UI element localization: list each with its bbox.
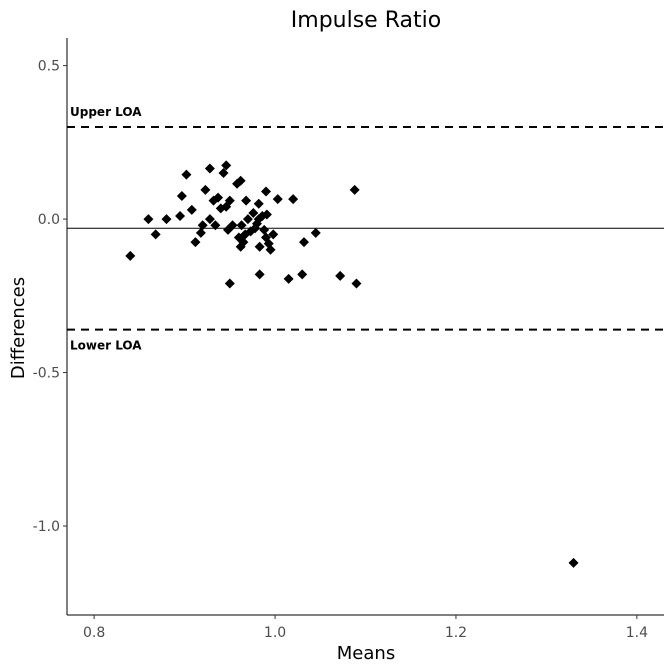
data-point [210, 220, 221, 231]
reference-lines [67, 126, 664, 331]
data-point [351, 278, 362, 289]
data-point [175, 211, 186, 222]
data-point [261, 209, 272, 220]
data-point [161, 214, 172, 225]
data-point [186, 204, 197, 215]
data-point [253, 198, 264, 209]
x-tick-label: 1.2 [445, 625, 467, 641]
data-point [235, 175, 246, 186]
y-tick-label: -1.0 [33, 519, 60, 535]
data-point [335, 270, 346, 281]
data-point [242, 214, 253, 225]
y-axis-ticks: 0.5 0.0 -0.5 -1.0 [33, 59, 67, 535]
data-point [261, 186, 271, 197]
data-point [218, 168, 229, 179]
data-point [213, 192, 224, 203]
data-point [259, 224, 270, 235]
data-point [265, 244, 276, 255]
data-point [248, 207, 259, 218]
data-point [297, 269, 308, 280]
y-tick-label: -0.5 [33, 366, 60, 382]
data-point [200, 184, 211, 195]
chart-title: Impulse Ratio [291, 8, 441, 33]
data-point [568, 557, 579, 568]
data-point [221, 160, 232, 171]
data-point [268, 229, 279, 240]
data-point [227, 220, 238, 231]
data-point [238, 237, 249, 248]
data-point [190, 237, 201, 248]
data-point [254, 269, 265, 280]
data-point [272, 194, 283, 205]
data-point [310, 227, 321, 238]
data-point [224, 278, 235, 289]
data-point [181, 169, 192, 180]
data-point [195, 227, 206, 238]
data-point [125, 250, 136, 261]
x-axis-title: Means [337, 643, 395, 664]
data-point [150, 229, 161, 240]
data-point [204, 214, 215, 225]
data-points [125, 160, 579, 568]
data-point [176, 191, 187, 202]
x-tick-label: 0.8 [83, 625, 105, 641]
data-point [254, 241, 265, 252]
data-point [241, 195, 252, 206]
data-point [236, 220, 247, 231]
y-tick-label: 0.5 [38, 59, 60, 75]
data-point [224, 195, 235, 206]
data-point [204, 163, 215, 174]
y-tick-label: 0.0 [38, 212, 60, 228]
data-point [349, 184, 360, 195]
data-point [298, 237, 309, 248]
x-tick-label: 1.0 [264, 625, 286, 641]
data-point [197, 220, 208, 231]
x-axis-ticks: 0.8 1.0 1.2 1.4 [83, 615, 648, 641]
x-tick-label: 1.4 [626, 625, 648, 641]
data-point [283, 273, 294, 284]
lower-loa-label: Lower LOA [70, 339, 142, 353]
y-axis-title: Differences [8, 277, 29, 379]
upper-loa-label: Upper LOA [70, 105, 142, 119]
data-point [143, 214, 154, 225]
data-point [288, 194, 299, 205]
